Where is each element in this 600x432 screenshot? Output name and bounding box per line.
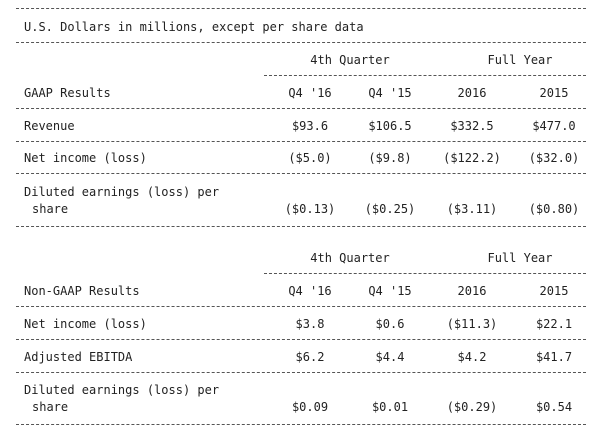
gaap-col-q4-15: Q4 '15 [368, 86, 412, 100]
cell-value: ($5.0) [288, 151, 332, 165]
nongaap-bottom-rule [16, 424, 586, 425]
row-label: Net income (loss) [24, 151, 147, 165]
cell-value: $93.6 [291, 119, 329, 133]
cell-value: ($32.0) [528, 151, 580, 165]
nongaap-group-underline [264, 273, 586, 274]
gaap-group-year: Full Year [487, 53, 553, 67]
cell-value: ($0.80) [528, 202, 580, 216]
gaap-group-underline [264, 75, 586, 76]
row-label: Revenue [24, 119, 75, 133]
row-label: Net income (loss) [24, 317, 147, 331]
nongaap-group-quarter: 4th Quarter [310, 251, 390, 265]
row-label-line1: Diluted earnings (loss) per [24, 383, 220, 397]
nongaap-col-q4-15: Q4 '15 [368, 284, 412, 298]
gaap-col-q4-16: Q4 '16 [288, 86, 332, 100]
nongaap-row-header: Non-GAAP Results [24, 284, 140, 298]
cell-value: ($11.3) [446, 317, 498, 331]
cell-value: ($122.2) [443, 151, 501, 165]
cell-value: ($0.29) [446, 400, 498, 414]
gaap-col-2015: 2015 [539, 86, 569, 100]
cell-value: $106.5 [368, 119, 412, 133]
cell-value: ($0.13) [284, 202, 336, 216]
cell-value: ($3.11) [446, 202, 498, 216]
gaap-header-rule [16, 108, 586, 109]
nongaap-col-2016: 2016 [457, 284, 487, 298]
nongaap-col-q4-16: Q4 '16 [288, 284, 332, 298]
cell-value: ($0.25) [364, 202, 416, 216]
gaap-bottom-rule [16, 226, 586, 227]
row-label-line2: share [32, 202, 69, 216]
row-rule [16, 141, 586, 142]
gaap-col-2016: 2016 [457, 86, 487, 100]
row-label-line2: share [32, 400, 69, 414]
rule-top [16, 8, 586, 9]
gaap-group-quarter: 4th Quarter [310, 53, 390, 67]
cell-value: ($9.8) [368, 151, 412, 165]
cell-value: $0.01 [371, 400, 409, 414]
cell-value: $0.09 [291, 400, 329, 414]
row-rule [16, 173, 586, 174]
cell-value: $0.6 [375, 317, 405, 331]
cell-value: $4.4 [375, 350, 405, 364]
cell-value: $41.7 [535, 350, 573, 364]
cell-value: $6.2 [295, 350, 325, 364]
nongaap-group-year: Full Year [487, 251, 553, 265]
row-rule [16, 372, 586, 373]
table-caption: U.S. Dollars in millions, except per sha… [24, 20, 364, 34]
cell-value: $4.2 [457, 350, 487, 364]
cell-value: $332.5 [450, 119, 494, 133]
nongaap-col-2015: 2015 [539, 284, 569, 298]
cell-value: $3.8 [295, 317, 325, 331]
row-label-line1: Diluted earnings (loss) per [24, 185, 220, 199]
cell-value: $0.54 [535, 400, 573, 414]
nongaap-header-rule [16, 306, 586, 307]
gaap-row-header: GAAP Results [24, 86, 111, 100]
row-label: Adjusted EBITDA [24, 350, 133, 364]
cell-value: $22.1 [535, 317, 573, 331]
cell-value: $477.0 [532, 119, 576, 133]
row-rule [16, 339, 586, 340]
rule-caption-bottom [16, 42, 586, 43]
